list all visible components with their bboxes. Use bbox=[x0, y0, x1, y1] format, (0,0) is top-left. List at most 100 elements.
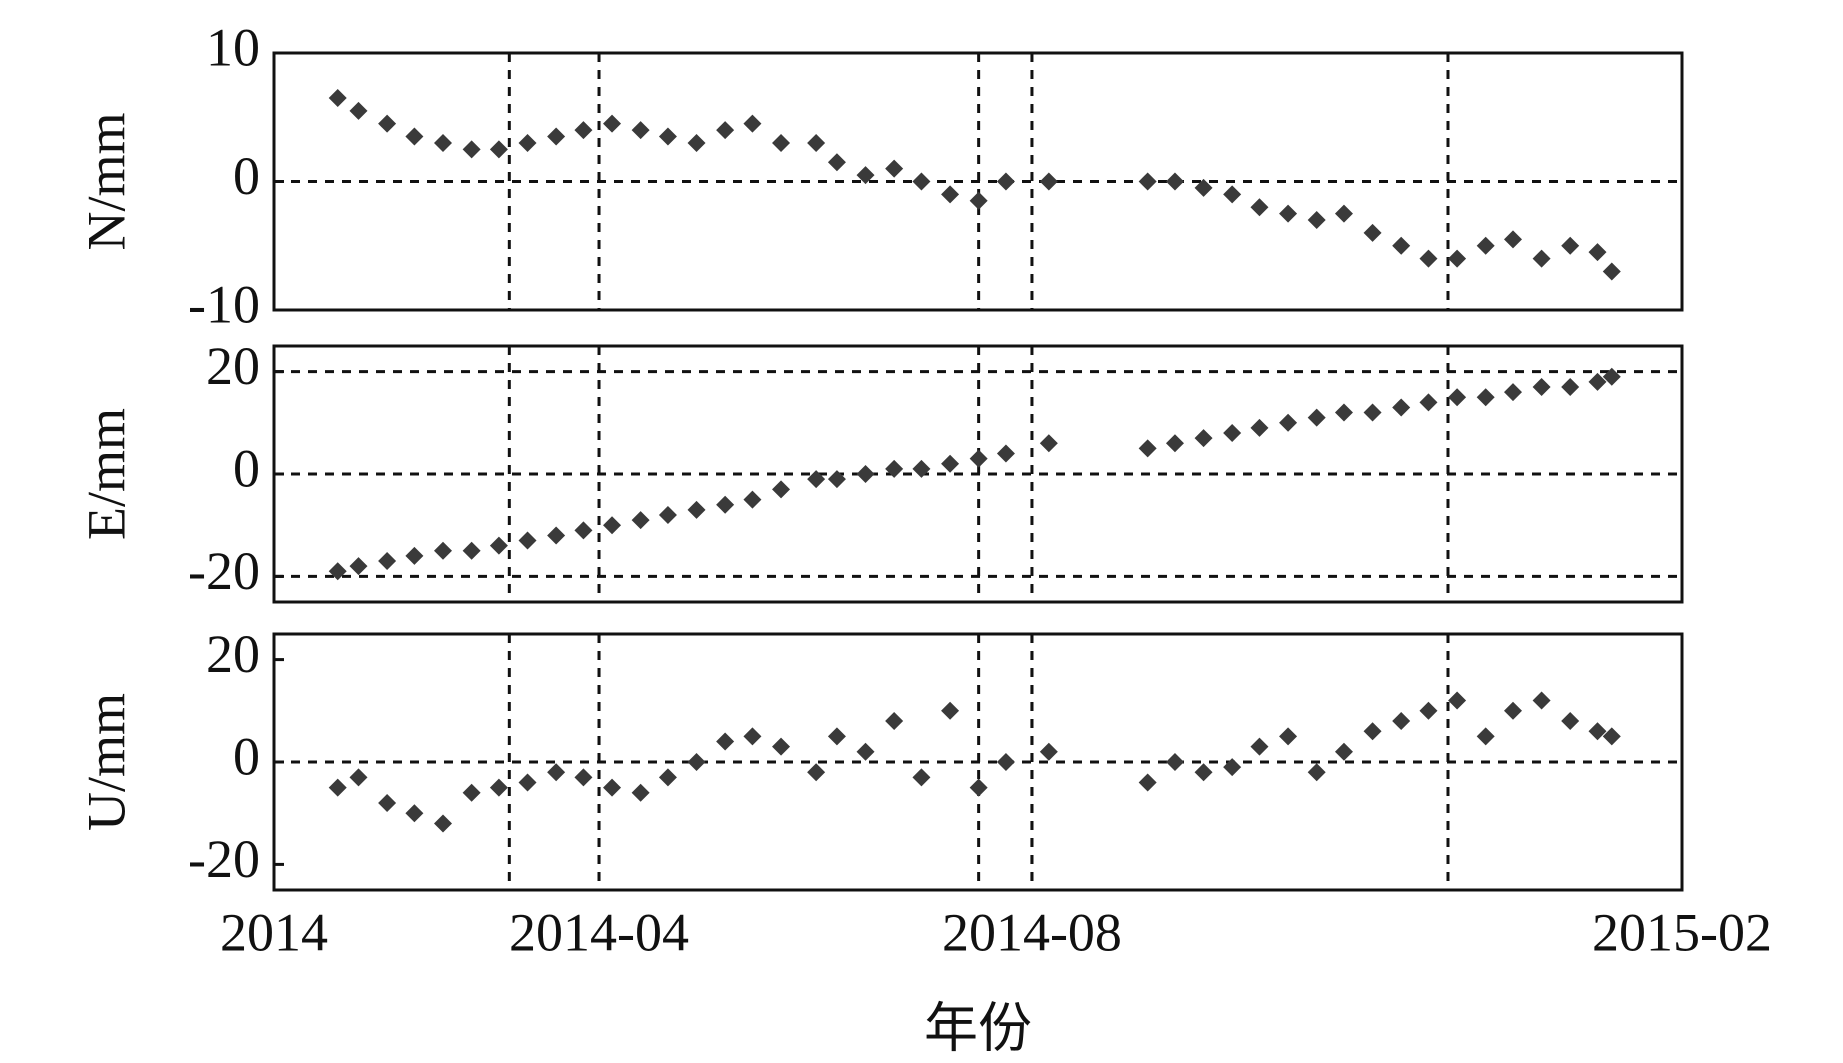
data-point bbox=[1532, 691, 1551, 710]
data-point bbox=[1602, 727, 1621, 746]
data-point bbox=[1419, 249, 1438, 268]
data-point bbox=[349, 768, 368, 787]
data-point bbox=[969, 449, 988, 468]
data-point bbox=[856, 166, 875, 185]
data-point bbox=[1223, 758, 1242, 777]
data-point bbox=[1588, 372, 1607, 391]
y-tick-label: 0 bbox=[233, 726, 260, 786]
data-point bbox=[1419, 393, 1438, 412]
data-point bbox=[1250, 418, 1269, 437]
data-point bbox=[1392, 398, 1411, 417]
y-tick-label: -20 bbox=[188, 829, 260, 889]
data-point bbox=[1561, 236, 1580, 255]
data-point bbox=[912, 768, 931, 787]
data-point bbox=[518, 531, 537, 550]
data-point bbox=[1223, 185, 1242, 204]
y-tick-label: -20 bbox=[188, 541, 260, 601]
data-point bbox=[1363, 223, 1382, 242]
data-point bbox=[1392, 236, 1411, 255]
data-point bbox=[1039, 742, 1058, 761]
data-point bbox=[378, 793, 397, 812]
data-point bbox=[827, 727, 846, 746]
data-point bbox=[1588, 722, 1607, 741]
data-point bbox=[462, 541, 481, 560]
plot-frame bbox=[272, 344, 1684, 604]
data-point bbox=[687, 753, 706, 771]
data-point bbox=[807, 133, 826, 152]
data-point bbox=[772, 480, 791, 499]
data-point bbox=[1334, 742, 1353, 761]
y-tick-label: 20 bbox=[206, 336, 260, 396]
data-point bbox=[941, 454, 960, 473]
data-point bbox=[1279, 727, 1298, 746]
data-point bbox=[328, 778, 347, 797]
data-point bbox=[743, 490, 762, 509]
data-point bbox=[687, 500, 706, 519]
data-point bbox=[405, 804, 424, 823]
data-point bbox=[772, 737, 791, 756]
data-point bbox=[434, 814, 453, 833]
data-point bbox=[856, 465, 875, 483]
data-point bbox=[489, 536, 508, 555]
data-point bbox=[885, 712, 904, 731]
data-point bbox=[1503, 383, 1522, 402]
y-axis-label: U/mm bbox=[76, 693, 136, 831]
data-point bbox=[603, 114, 622, 133]
plot-frame bbox=[272, 51, 1684, 312]
plot-frame bbox=[272, 632, 1684, 892]
data-point bbox=[1194, 763, 1213, 782]
data-point bbox=[1363, 722, 1382, 741]
data-point bbox=[1039, 434, 1058, 453]
data-point bbox=[547, 526, 566, 545]
data-point bbox=[969, 778, 988, 797]
data-point bbox=[743, 727, 762, 746]
data-point bbox=[547, 763, 566, 782]
data-point bbox=[1307, 408, 1326, 427]
data-point bbox=[1476, 236, 1495, 255]
data-point bbox=[1602, 262, 1621, 281]
data-point bbox=[996, 172, 1015, 191]
data-point bbox=[603, 778, 622, 797]
data-point bbox=[658, 768, 677, 787]
data-point bbox=[1165, 434, 1184, 453]
data-point bbox=[631, 121, 650, 140]
data-point bbox=[405, 546, 424, 565]
data-point bbox=[462, 783, 481, 802]
data-point bbox=[1588, 243, 1607, 262]
data-point bbox=[574, 521, 593, 540]
data-point bbox=[1194, 178, 1213, 197]
data-point bbox=[658, 127, 677, 146]
y-tick-label: 10 bbox=[206, 17, 260, 77]
data-point bbox=[1334, 204, 1353, 223]
data-point bbox=[547, 127, 566, 146]
data-point bbox=[1138, 439, 1157, 458]
data-point bbox=[603, 516, 622, 535]
data-point bbox=[462, 140, 481, 159]
data-point bbox=[912, 172, 931, 191]
data-point bbox=[434, 541, 453, 560]
y-tick-label: -10 bbox=[188, 274, 260, 334]
data-point bbox=[1334, 403, 1353, 422]
data-point bbox=[1165, 172, 1184, 191]
y-tick-label: 20 bbox=[206, 624, 260, 684]
data-point bbox=[1503, 701, 1522, 720]
data-point bbox=[1363, 403, 1382, 422]
data-point bbox=[716, 495, 735, 514]
data-point bbox=[518, 773, 537, 792]
data-point bbox=[1602, 367, 1621, 386]
data-point bbox=[1448, 388, 1467, 407]
data-point bbox=[1250, 737, 1269, 756]
data-point bbox=[1039, 172, 1058, 191]
data-point bbox=[1392, 712, 1411, 731]
data-point bbox=[378, 114, 397, 133]
data-point bbox=[574, 121, 593, 140]
data-point bbox=[912, 459, 931, 478]
data-point bbox=[885, 459, 904, 478]
data-point bbox=[489, 778, 508, 797]
data-point bbox=[1532, 377, 1551, 396]
x-tick-label: 2014 bbox=[220, 902, 328, 962]
y-axis-label: N/mm bbox=[76, 112, 136, 250]
data-point bbox=[1448, 691, 1467, 710]
data-point bbox=[716, 121, 735, 140]
